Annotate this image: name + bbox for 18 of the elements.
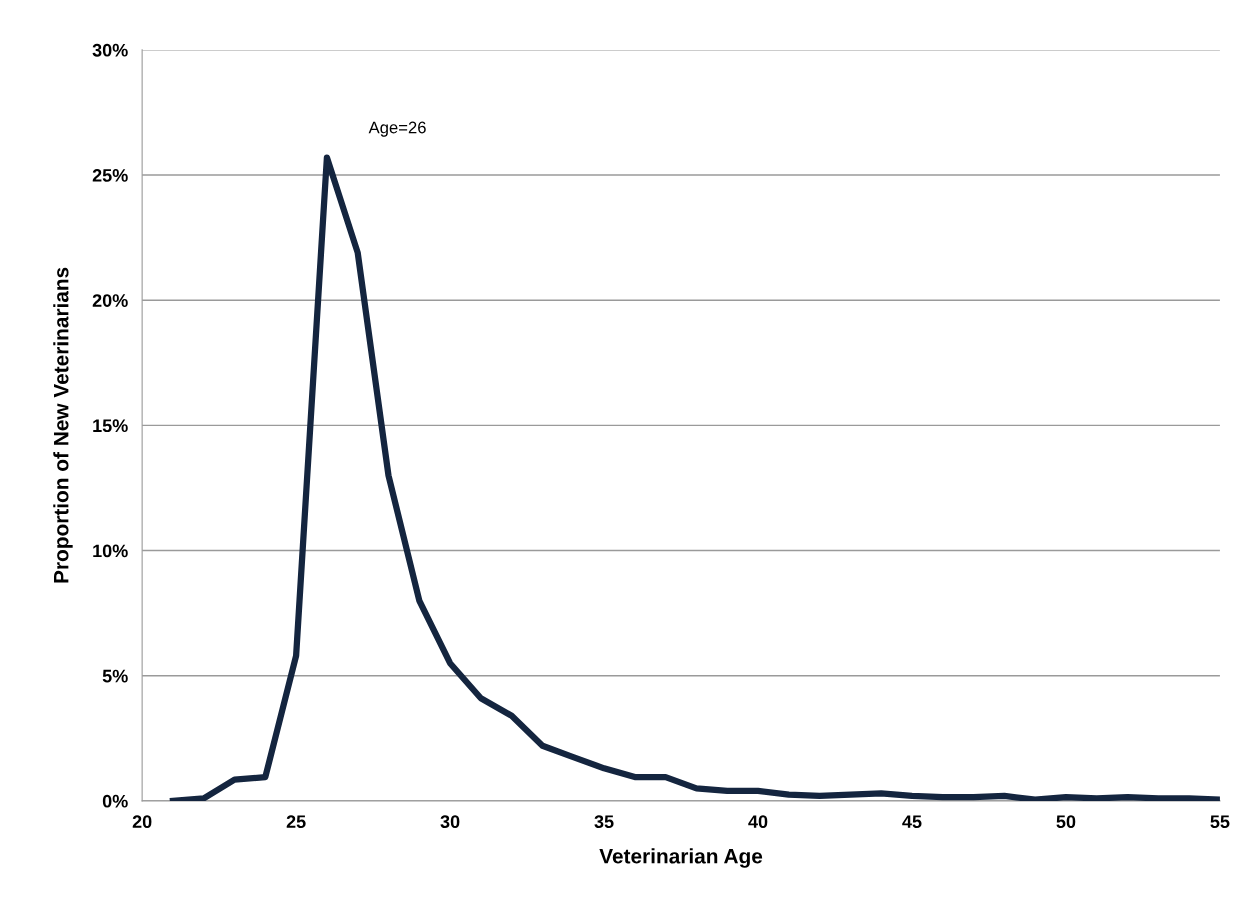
- y-tick-label: 25%: [92, 168, 128, 182]
- x-tick-label: 55: [1210, 815, 1230, 829]
- x-tick-label: 40: [748, 815, 768, 829]
- y-tick-label: 10%: [93, 544, 128, 558]
- annotation: Age=26: [368, 121, 426, 137]
- y-tick-label: 0%: [102, 794, 128, 808]
- y-tick-label: 15%: [93, 419, 128, 433]
- x-tick-label: 30: [440, 815, 460, 829]
- y-axis-title: Proportion of New Veterinarians: [53, 267, 73, 583]
- y-tick-label: 30%: [92, 43, 128, 57]
- x-tick-label: 50: [1056, 815, 1076, 829]
- x-tick-label: 35: [594, 815, 614, 829]
- y-tick-label: 20%: [92, 294, 128, 307]
- x-tick-label: 20: [132, 815, 152, 829]
- y-tick-label: 5%: [102, 669, 128, 683]
- x-tick-label: 25: [286, 815, 306, 829]
- x-axis-title: Veterinarian Age: [599, 848, 763, 868]
- x-tick-label: 45: [902, 815, 922, 829]
